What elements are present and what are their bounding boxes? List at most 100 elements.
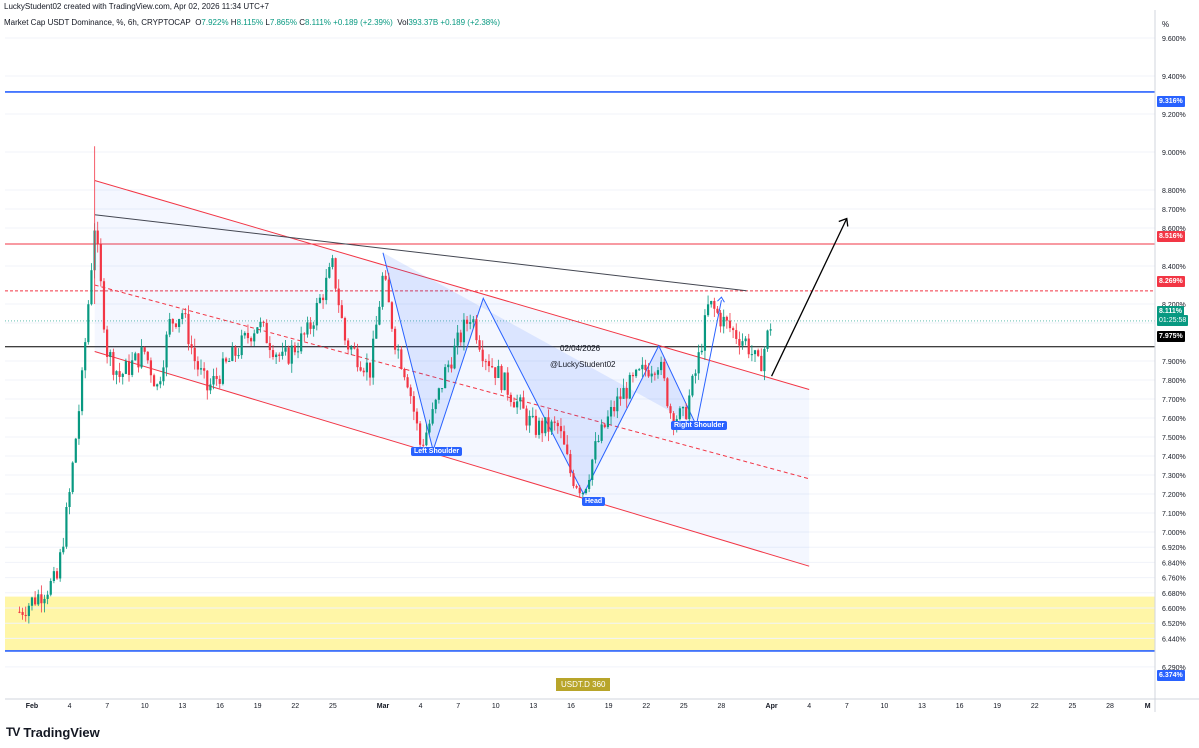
candle-body	[422, 444, 425, 446]
candle-body	[190, 344, 193, 348]
y-tick-label: 7.700%	[1162, 397, 1186, 404]
candle-body	[747, 338, 750, 355]
candle-body	[509, 394, 512, 403]
x-tick-label: 25	[329, 703, 337, 710]
axis-unit: %	[1162, 20, 1170, 29]
x-tick-label: Apr	[766, 703, 778, 710]
candle-body	[757, 350, 760, 356]
candle-body	[450, 364, 453, 369]
candle-body	[547, 417, 550, 432]
candle-body	[378, 306, 381, 325]
candle-body	[303, 333, 306, 335]
candle-body	[34, 597, 37, 605]
x-tick-label: 10	[492, 703, 500, 710]
candle-body	[503, 372, 506, 391]
candle-body	[556, 422, 559, 427]
candle-body	[672, 413, 675, 427]
candle-body	[641, 364, 644, 370]
candle-body	[631, 374, 635, 377]
candle-body	[37, 594, 40, 605]
x-tick-label: 13	[918, 703, 926, 710]
candle-body	[656, 370, 660, 375]
candle-body	[368, 362, 372, 378]
tradingview-brand[interactable]: TV TradingView	[6, 724, 100, 740]
candle-body	[184, 313, 187, 315]
candle-body	[275, 354, 278, 358]
open-label: O	[195, 18, 202, 27]
candle-body	[638, 369, 641, 371]
candle-body	[653, 373, 656, 375]
candle-body	[340, 305, 343, 319]
pattern-arrowhead	[717, 296, 725, 303]
x-tick-label: 13	[179, 703, 187, 710]
candle-body	[231, 347, 234, 361]
candle-body	[206, 370, 209, 391]
change-value: +0.189 (+2.39%)	[333, 18, 393, 27]
candle-body	[703, 315, 707, 351]
candle-body	[209, 384, 212, 391]
projection-arrowhead	[838, 217, 849, 227]
candle-body	[575, 486, 578, 488]
candle-body	[224, 358, 228, 362]
candle-body	[127, 361, 131, 375]
vol-change: +0.189 (+2.38%)	[440, 18, 500, 27]
chart-credit: LuckyStudent02 created with TradingView.…	[4, 2, 269, 12]
candle-body	[325, 277, 328, 301]
candle-body	[162, 367, 165, 382]
symbol-title[interactable]: Market Cap USDT Dominance, %, 6h, CRYPTO…	[4, 18, 191, 27]
candle-body	[353, 347, 356, 349]
candle-body	[716, 308, 719, 313]
x-tick-label: 4	[68, 703, 72, 710]
y-tick-label: 7.900%	[1162, 359, 1186, 366]
candle-body	[71, 462, 74, 493]
candle-body	[390, 302, 394, 329]
price-label-blue-bottom: 6.374%	[1157, 670, 1185, 681]
close-value: 8.111%	[304, 18, 331, 27]
candle-body	[506, 372, 509, 395]
candle-body	[109, 352, 112, 357]
candle-body	[588, 479, 591, 490]
candle-body	[769, 329, 772, 331]
ticker-badge: USDT.D 360	[556, 678, 611, 691]
y-tick-label: 6.520%	[1162, 621, 1186, 628]
y-tick-label: 7.500%	[1162, 435, 1186, 442]
y-tick-label: 9.400%	[1162, 74, 1186, 81]
candle-body	[760, 355, 763, 372]
candle-body	[647, 370, 650, 377]
candle-body	[519, 397, 522, 402]
y-tick-label: 6.840%	[1162, 560, 1186, 567]
vol-label: Vol	[397, 18, 409, 27]
x-tick-label: 19	[254, 703, 262, 710]
candle-body	[259, 321, 262, 328]
candle-body	[21, 612, 24, 615]
candle-body	[494, 367, 497, 378]
candle-body	[622, 387, 625, 399]
candle-body	[331, 258, 334, 268]
candle-body	[203, 368, 206, 371]
candle-body	[666, 378, 669, 407]
x-tick-label: 7	[845, 703, 849, 710]
candle-body	[343, 318, 347, 341]
x-tick-label: 10	[880, 703, 888, 710]
candle-body	[735, 330, 738, 339]
candle-body	[763, 348, 766, 372]
candle-body	[300, 333, 303, 352]
candle-body	[512, 402, 516, 408]
candle-body	[387, 279, 390, 303]
candle-body	[137, 353, 140, 368]
candle-body	[685, 406, 688, 419]
candle-body	[30, 597, 34, 606]
pattern-fill	[382, 252, 697, 494]
candle-body	[644, 364, 647, 371]
candle-body	[356, 348, 359, 368]
candle-body	[600, 424, 603, 441]
candle-body	[525, 408, 528, 426]
x-tick-label: 19	[993, 703, 1001, 710]
candle-body	[481, 349, 484, 362]
candle-body	[415, 411, 419, 424]
candle-body	[124, 361, 127, 374]
candle-body	[131, 360, 134, 375]
candle-body	[728, 320, 732, 329]
candle-body	[606, 416, 610, 428]
